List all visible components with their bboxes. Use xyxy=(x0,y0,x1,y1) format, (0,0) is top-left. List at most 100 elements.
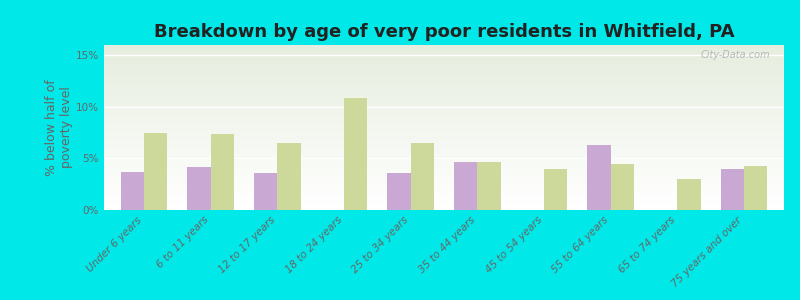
Bar xyxy=(104,178,784,179)
Bar xyxy=(104,193,784,194)
Bar xyxy=(104,131,784,132)
Bar xyxy=(104,64,784,65)
Bar xyxy=(104,143,784,144)
Bar xyxy=(104,103,784,104)
Bar xyxy=(104,112,784,113)
Bar xyxy=(104,114,784,115)
Bar xyxy=(104,122,784,123)
Bar xyxy=(104,165,784,166)
Bar xyxy=(104,96,784,97)
Bar xyxy=(104,175,784,176)
Bar xyxy=(104,148,784,149)
Bar xyxy=(104,188,784,189)
Bar xyxy=(104,109,784,110)
Bar xyxy=(104,134,784,135)
Bar xyxy=(104,190,784,191)
Bar xyxy=(104,60,784,61)
Bar xyxy=(104,86,784,87)
Bar xyxy=(104,68,784,69)
Bar xyxy=(104,152,784,153)
Bar xyxy=(104,185,784,186)
Bar xyxy=(104,164,784,165)
Bar xyxy=(104,85,784,86)
Bar xyxy=(104,123,784,124)
Bar xyxy=(104,55,784,56)
Bar xyxy=(104,74,784,75)
Bar xyxy=(104,111,784,112)
Bar xyxy=(610,164,634,210)
Bar xyxy=(144,133,167,210)
Bar xyxy=(104,116,784,117)
Bar xyxy=(104,132,784,133)
Bar xyxy=(104,118,784,119)
Bar xyxy=(121,172,144,210)
Bar xyxy=(104,52,784,53)
Bar xyxy=(104,138,784,139)
Bar xyxy=(104,180,784,181)
Bar xyxy=(104,58,784,59)
Bar xyxy=(187,167,210,210)
Y-axis label: % below half of
poverty level: % below half of poverty level xyxy=(46,79,74,176)
Bar xyxy=(104,162,784,163)
Bar xyxy=(104,139,784,140)
Bar xyxy=(587,145,610,210)
Bar xyxy=(104,204,784,205)
Bar xyxy=(104,158,784,159)
Bar xyxy=(478,161,501,210)
Bar xyxy=(104,184,784,185)
Bar xyxy=(104,45,784,46)
Bar xyxy=(104,172,784,173)
Bar xyxy=(104,88,784,89)
Bar xyxy=(104,53,784,54)
Bar xyxy=(104,163,784,164)
Bar xyxy=(104,78,784,79)
Bar xyxy=(104,199,784,200)
Bar xyxy=(104,136,784,137)
Bar xyxy=(104,117,784,118)
Bar xyxy=(721,169,744,210)
Bar xyxy=(104,201,784,202)
Bar xyxy=(104,93,784,94)
Bar xyxy=(104,77,784,78)
Bar xyxy=(744,166,767,210)
Bar xyxy=(104,48,784,49)
Bar xyxy=(104,160,784,161)
Bar xyxy=(104,147,784,148)
Bar xyxy=(544,169,567,210)
Bar xyxy=(104,129,784,130)
Bar xyxy=(104,110,784,111)
Bar xyxy=(104,142,784,143)
Bar xyxy=(104,113,784,114)
Bar xyxy=(104,156,784,157)
Bar xyxy=(104,183,784,184)
Bar xyxy=(278,143,301,210)
Bar xyxy=(104,192,784,193)
Bar xyxy=(104,57,784,58)
Bar xyxy=(104,85,784,86)
Bar xyxy=(104,207,784,208)
Bar xyxy=(104,50,784,51)
Bar xyxy=(104,197,784,198)
Bar xyxy=(104,108,784,109)
Bar xyxy=(104,66,784,67)
Bar xyxy=(104,154,784,155)
Bar xyxy=(344,98,367,210)
Bar xyxy=(678,179,701,210)
Bar xyxy=(104,102,784,103)
Bar xyxy=(104,198,784,199)
Bar xyxy=(104,151,784,152)
Bar xyxy=(104,186,784,187)
Bar xyxy=(104,80,784,81)
Bar xyxy=(104,157,784,158)
Bar xyxy=(104,63,784,64)
Bar xyxy=(104,130,784,131)
Bar xyxy=(104,128,784,129)
Bar xyxy=(104,208,784,209)
Bar xyxy=(104,83,784,84)
Bar xyxy=(104,203,784,204)
Bar xyxy=(104,92,784,93)
Bar xyxy=(104,194,784,195)
Bar xyxy=(104,70,784,71)
Bar xyxy=(104,51,784,52)
Bar xyxy=(104,115,784,116)
